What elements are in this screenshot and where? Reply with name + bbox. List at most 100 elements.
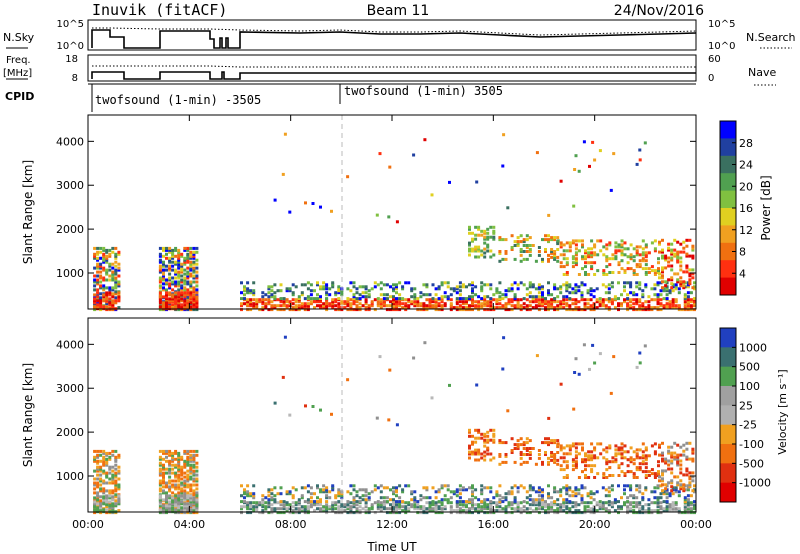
scatter-cell — [629, 255, 633, 259]
scatter-cell — [183, 475, 187, 479]
scatter-cell — [638, 148, 642, 152]
scatter-cell — [319, 509, 322, 513]
scatter-cell — [398, 484, 402, 488]
scatter-cell — [647, 474, 651, 477]
scatter-cell — [683, 509, 687, 513]
scatter-cell — [522, 460, 526, 464]
scatter-cell — [392, 501, 395, 505]
scatter-cell — [677, 494, 681, 498]
scatter-cell — [608, 263, 612, 267]
scatter-cell — [658, 453, 661, 457]
scatter-cell — [306, 500, 310, 504]
scatter-cell — [574, 494, 578, 498]
scatter-cell — [513, 240, 517, 244]
scatter-cell — [108, 506, 112, 510]
scatter-cell — [498, 509, 502, 513]
scatter-cell — [607, 494, 611, 498]
scatter-cell — [349, 484, 353, 488]
scatter-cell — [401, 505, 405, 509]
scatter-cell — [180, 465, 184, 469]
scatter-cell — [556, 308, 560, 312]
scatter-cell — [105, 272, 109, 276]
scatter-cell — [537, 453, 541, 456]
scatter-cell — [319, 297, 322, 301]
scatter-cell — [489, 235, 493, 239]
scatter-cell — [574, 247, 578, 251]
scatter-cell — [171, 282, 175, 286]
scatter-cell — [195, 250, 199, 254]
scatter-cell — [644, 474, 648, 477]
scatter-cell — [455, 306, 459, 310]
scatter-cell — [676, 455, 680, 459]
scatter-cell — [370, 505, 374, 509]
scatter-cell — [471, 484, 474, 488]
scatter-cell — [483, 432, 487, 436]
scatter-cell — [171, 491, 175, 495]
scatter-cell — [322, 302, 326, 306]
scatter-cell — [641, 289, 645, 293]
scatter-cell — [306, 306, 310, 310]
scatter-cell — [598, 149, 602, 153]
scatter-cell — [589, 492, 593, 496]
scatter-cell — [480, 507, 484, 511]
scatter-cell — [676, 256, 680, 260]
scatter-cell — [465, 308, 468, 312]
scatter-cell — [686, 295, 690, 299]
scatter-cell — [584, 255, 587, 259]
scatter-cell — [273, 401, 277, 405]
scatter-cell — [665, 507, 669, 511]
scatter-cell — [183, 471, 187, 475]
scatter-cell — [117, 471, 121, 475]
scatter-cell — [300, 505, 304, 509]
scatter-cell — [489, 452, 493, 456]
scatter-cell — [349, 281, 353, 285]
scatter-cell — [550, 439, 554, 443]
scatter-cell — [676, 250, 680, 254]
scatter-cell — [240, 297, 243, 301]
scatter-cell — [425, 509, 429, 513]
scatter-cell — [458, 484, 462, 488]
scatter-cell — [483, 237, 487, 241]
scatter-cell — [361, 498, 365, 502]
scatter-cell — [465, 488, 468, 492]
scatter-cell — [559, 446, 563, 450]
scatter-cell — [541, 304, 544, 308]
scatter-cell — [647, 509, 651, 513]
scatter-cell — [195, 266, 199, 270]
y-tick-label: 4000 — [56, 338, 84, 351]
scatter-cell — [158, 489, 162, 493]
scatter-cell — [650, 306, 654, 310]
scatter-cell — [626, 500, 630, 504]
scatter-cell — [158, 258, 162, 262]
scatter-cell — [635, 285, 639, 289]
scatter-cell — [165, 504, 168, 508]
scatter-cell — [471, 503, 474, 507]
scatter-cell — [583, 308, 587, 312]
scatter-cell — [99, 508, 103, 512]
scatter-cell — [189, 475, 193, 479]
scatter-cell — [340, 300, 344, 304]
scatter-cell — [288, 300, 292, 304]
scatter-cell — [111, 449, 115, 453]
scatter-cell — [158, 266, 162, 270]
scatter-cell — [477, 450, 481, 454]
scatter-cell — [522, 244, 526, 247]
scatter-cell — [249, 494, 253, 498]
scatter-cell — [683, 511, 687, 515]
scatter-cell — [541, 285, 544, 289]
scatter-cell — [192, 463, 196, 467]
scatter-cell — [364, 503, 368, 507]
scatter-cell — [480, 509, 484, 513]
scatter-cell — [177, 284, 181, 288]
scatter-cell — [665, 500, 669, 504]
scatter-cell — [601, 486, 605, 490]
scatter-cell — [617, 261, 621, 265]
scatter-cell — [177, 282, 181, 286]
scatter-cell — [682, 483, 686, 487]
scatter-cell — [590, 450, 594, 454]
scatter-cell — [483, 458, 487, 462]
scatter-cell — [620, 304, 623, 308]
scatter-cell — [620, 243, 624, 247]
scatter-cell — [653, 306, 657, 310]
scatter-cell — [404, 501, 408, 505]
